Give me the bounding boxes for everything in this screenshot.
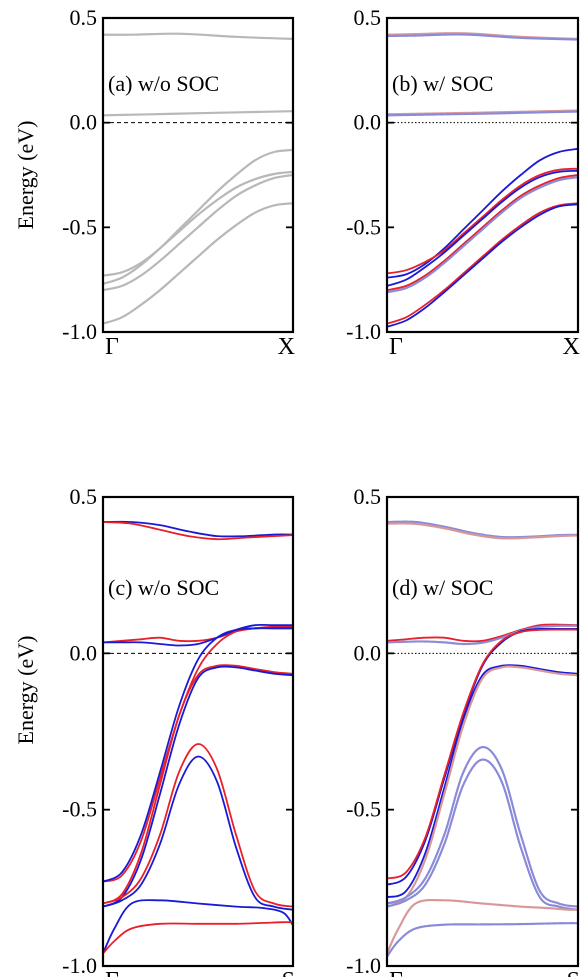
- ylabel-bottom: Energy (eV): [13, 636, 38, 745]
- panel-a-band-2: [103, 110, 293, 117]
- panel-b-ytick-label-4: -1.0: [346, 319, 381, 344]
- panel-c-band-12: [103, 921, 293, 955]
- panel-d-band-3: [387, 623, 578, 643]
- panel-c-band-5: [103, 627, 293, 883]
- panel-a-band-3: [103, 148, 293, 277]
- panel-c-band-6: [103, 627, 293, 883]
- panel-d-band-4: [387, 624, 578, 646]
- panel-c-band-11: [103, 899, 293, 955]
- ylabel-top-text: Energy (eV): [13, 121, 38, 230]
- panel-a-label: (a) w/o SOC: [108, 71, 219, 96]
- panel-c-ytick-label-3: -0.5: [62, 797, 97, 822]
- panel-d-band-10: [387, 758, 578, 911]
- panel-d-xtick-label-1: Γ: [389, 968, 403, 977]
- panel-a-xtick-label-2: X: [278, 334, 295, 360]
- panel-c-band-7: [103, 664, 293, 905]
- panel-c-bands: [103, 520, 293, 955]
- panel-a-band-5: [103, 173, 293, 292]
- panel-d-band-9: [387, 746, 578, 908]
- panel-a-xtick-label-1: Γ: [105, 334, 119, 360]
- panel-a-band-1: [103, 32, 293, 40]
- panel-a-bands: [103, 32, 293, 325]
- panel-b-band-6: [387, 167, 578, 275]
- panel-b-bands: [387, 32, 578, 328]
- panel-b-band-7: [387, 169, 578, 287]
- panel-a-ytick-label-4: -1.0: [62, 319, 97, 344]
- panel-b-ytick-label-2: 0.0: [354, 110, 382, 135]
- panel-c-band-9: [103, 743, 293, 908]
- panel-d: 0.5 0.0 -0.5 -1.0 Γ S (d) w/ SOC: [346, 484, 580, 977]
- panel-b-band-11: [387, 203, 578, 328]
- ylabel-bottom-text: Energy (eV): [13, 636, 38, 745]
- panel-c-label: (c) w/o SOC: [108, 575, 219, 600]
- panel-c-ytick-label-4: -1.0: [62, 953, 97, 977]
- panel-b-frame: [385, 16, 580, 334]
- panel-c-ytick-label-2: 0.0: [70, 640, 98, 665]
- panel-d-band-7: [387, 664, 578, 899]
- panel-d-band-6: [387, 628, 578, 880]
- panel-d-ytick-label-3: -0.5: [346, 797, 381, 822]
- panels: 0.5 0.0 -0.5 -1.0 Γ X (a) w/o SOC 0.5 0.0 -0.5 -1.…: [62, 5, 580, 977]
- panel-a-ytick-label-1: 0.5: [70, 5, 98, 30]
- panel-d-bands: [387, 520, 578, 958]
- panel-d-band-5: [387, 627, 578, 886]
- panel-b-label: (b) w/ SOC: [392, 71, 493, 96]
- panel-c-ytick-label-1: 0.5: [70, 484, 98, 509]
- panel-a-ytick-label-2: 0.0: [70, 110, 98, 135]
- panel-d-band-2: [387, 522, 578, 540]
- panel-b-band-4: [387, 110, 578, 117]
- panel-b-band-9: [387, 176, 578, 294]
- panel-b-xtick-label-1: Γ: [389, 334, 403, 360]
- panel-d-frame: [385, 495, 580, 968]
- panel-a-frame: [101, 16, 295, 334]
- panel-d-xtick-label-2: S: [567, 968, 580, 977]
- panel-b-band-5: [387, 147, 578, 279]
- panel-c-band-2: [103, 521, 293, 541]
- panel-c-frame: [101, 495, 295, 968]
- panel-b-ytick-label-1: 0.5: [354, 5, 382, 30]
- panel-d-band-11: [387, 898, 578, 955]
- ylabel-top: Energy (eV): [13, 121, 38, 230]
- panel-b-band-10: [387, 202, 578, 325]
- panel-b-band-2: [387, 33, 578, 41]
- panel-d-ytick-label-1: 0.5: [354, 484, 382, 509]
- panel-d-label: (d) w/ SOC: [392, 575, 493, 600]
- panel-c-xtick-label-1: Γ: [105, 968, 119, 977]
- panel-c: 0.5 0.0 -0.5 -1.0 Γ S (c) w/o SOC: [62, 484, 295, 977]
- panel-b-xtick-label-2: X: [563, 334, 580, 360]
- panel-a-band-4: [103, 170, 293, 285]
- panel-d-ytick-label-4: -1.0: [346, 953, 381, 977]
- panel-c-xtick-label-2: S: [282, 968, 295, 977]
- panel-c-band-4: [103, 623, 293, 647]
- panel-b-ytick-label-3: -0.5: [346, 214, 381, 239]
- panel-b: 0.5 0.0 -0.5 -1.0 Γ X (b) w/ SOC: [346, 5, 580, 360]
- panel-a-ytick-label-3: -0.5: [62, 214, 97, 239]
- panel-b-band-8: [387, 174, 578, 291]
- panel-a: 0.5 0.0 -0.5 -1.0 Γ X (a) w/o SOC: [62, 5, 295, 360]
- panel-d-band-12: [387, 922, 578, 958]
- panel-d-ytick-label-2: 0.0: [354, 640, 382, 665]
- panel-a-band-6: [103, 202, 293, 325]
- panel-c-band-8: [103, 665, 293, 908]
- panel-d-band-8: [387, 665, 578, 905]
- panel-c-band-10: [103, 755, 293, 911]
- panel-c-band-1: [103, 520, 293, 538]
